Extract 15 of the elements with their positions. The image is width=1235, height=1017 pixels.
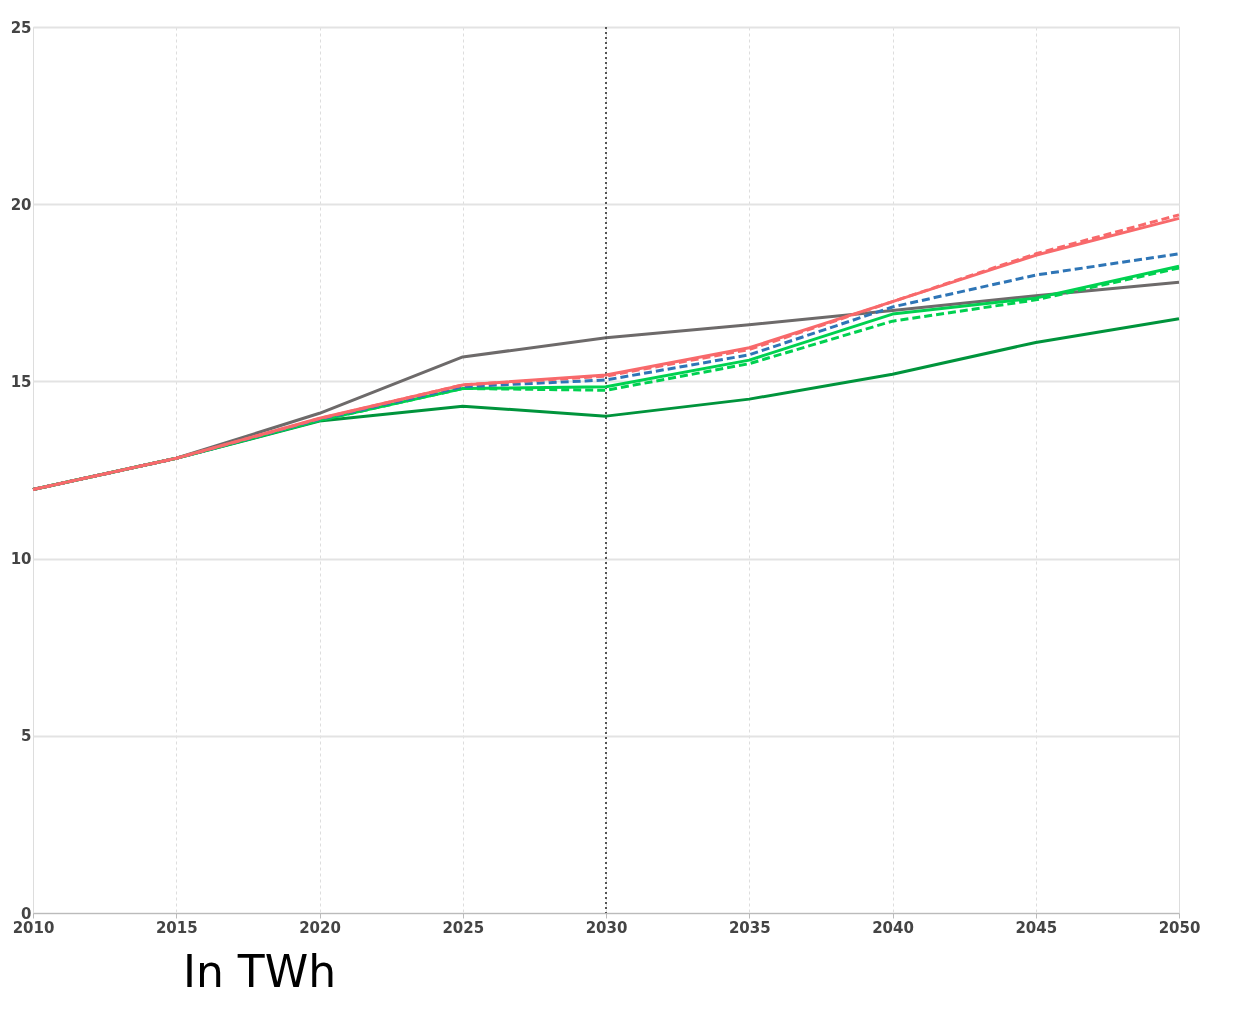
x-tick-label: 2035 bbox=[728, 918, 771, 937]
x-tick-label: 2040 bbox=[872, 918, 914, 937]
x-tick-label: 2030 bbox=[585, 918, 628, 937]
x-tick-label: 2050 bbox=[1158, 918, 1201, 937]
y-tick-label: 15 bbox=[10, 372, 32, 391]
x-tick-label: 2015 bbox=[155, 918, 198, 937]
y-tick-label: 20 bbox=[10, 195, 32, 214]
text: In TWh bbox=[183, 946, 337, 997]
x-tick-label: 2010 bbox=[12, 918, 55, 937]
x-tick-label: 2045 bbox=[1015, 918, 1058, 937]
y-tick-label: 5 bbox=[21, 727, 32, 746]
x-tick-label: 2020 bbox=[299, 918, 341, 937]
y-tick-label: 10 bbox=[10, 550, 32, 569]
y-tick-label: 25 bbox=[10, 18, 32, 37]
x-tick-label: 2025 bbox=[442, 918, 485, 937]
